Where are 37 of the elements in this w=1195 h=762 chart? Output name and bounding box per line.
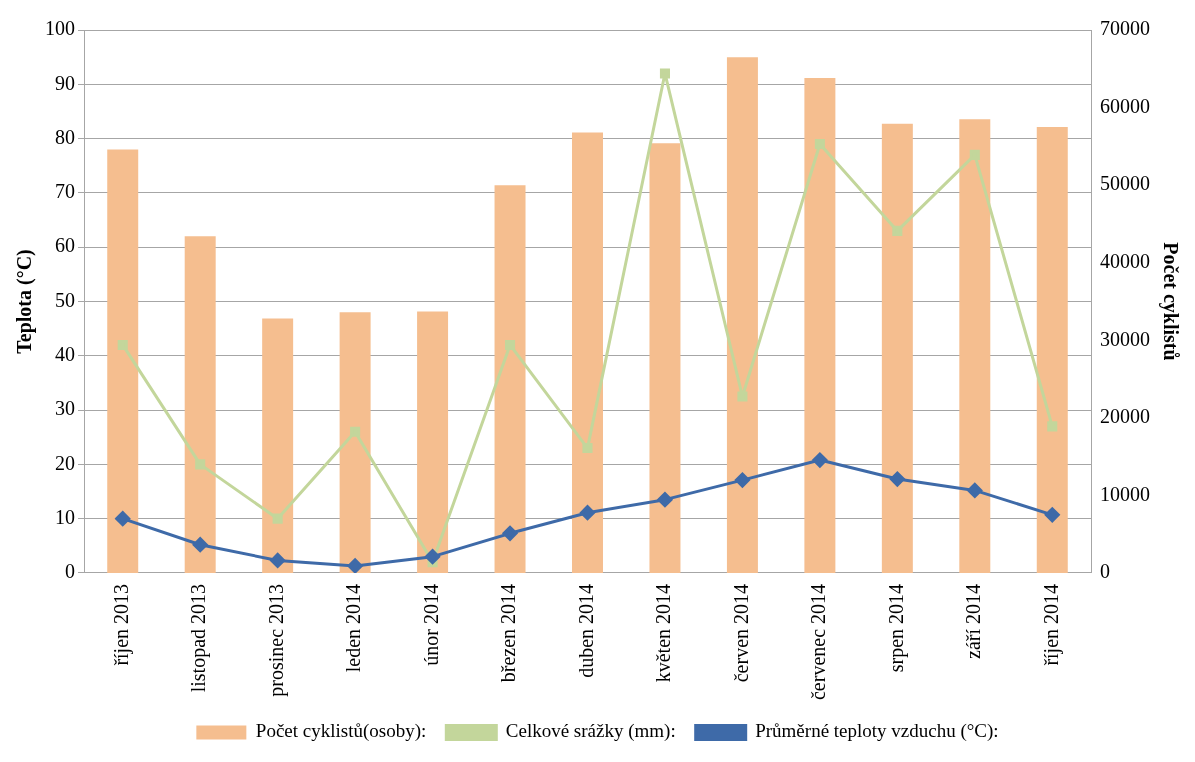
x-tick-label: červenec 2014: [807, 583, 830, 700]
x-tick-label: březen 2014: [497, 583, 520, 683]
y-tick-label: 70: [55, 180, 75, 203]
x-tick-label: prosinec 2013: [264, 583, 288, 697]
x-tick-label: duben 2014: [574, 583, 597, 678]
x-tick-label: únor 2014: [419, 583, 442, 666]
y2-tick-label: 30000: [1100, 327, 1150, 350]
y-tick-label: 0: [65, 560, 75, 583]
y-tick-label: 90: [55, 71, 75, 94]
y-tick-label: 20: [55, 451, 75, 474]
x-tick-label: leden 2014: [342, 583, 365, 673]
x-tick-label: říjen 2014: [1039, 583, 1063, 666]
x-tick-label: říjen 2013: [109, 583, 133, 666]
y-tick-label: 80: [55, 125, 75, 148]
y-tick-label: 50: [55, 288, 75, 311]
x-tick-label: srpen 2014: [884, 583, 908, 673]
y2-tick-label: 0: [1100, 560, 1110, 583]
y2-tick-label: 20000: [1100, 405, 1150, 428]
legend-label: Celkové srážky (mm):: [505, 720, 676, 743]
legend-label: Průměrné teploty vzduchu (°C):: [755, 720, 999, 743]
x-tick-label: listopad 2013: [187, 583, 211, 693]
y2-tick-label: 10000: [1100, 482, 1150, 505]
y2-tick-label: 50000: [1100, 172, 1150, 195]
y2-tick-label: 70000: [1100, 17, 1150, 40]
y2-axis-title: Počet cyklistů: [1158, 242, 1182, 361]
y2-tick-label: 60000: [1100, 94, 1150, 117]
y-axis-title: Teplota (°C): [13, 249, 37, 354]
y-tick-label: 100: [45, 17, 75, 40]
y-tick-label: 60: [55, 234, 75, 257]
x-tick-label: květen 2014: [652, 583, 675, 683]
y-tick-label: 40: [55, 343, 75, 366]
y2-tick-label: 40000: [1100, 249, 1150, 272]
y-tick-label: 10: [55, 505, 75, 528]
x-tick-label: září 2014: [962, 583, 985, 659]
x-tick-label: červen 2014: [729, 583, 752, 683]
legend-label: Počet cyklistů(osoby):: [255, 720, 427, 743]
y-tick-label: 30: [55, 397, 75, 420]
